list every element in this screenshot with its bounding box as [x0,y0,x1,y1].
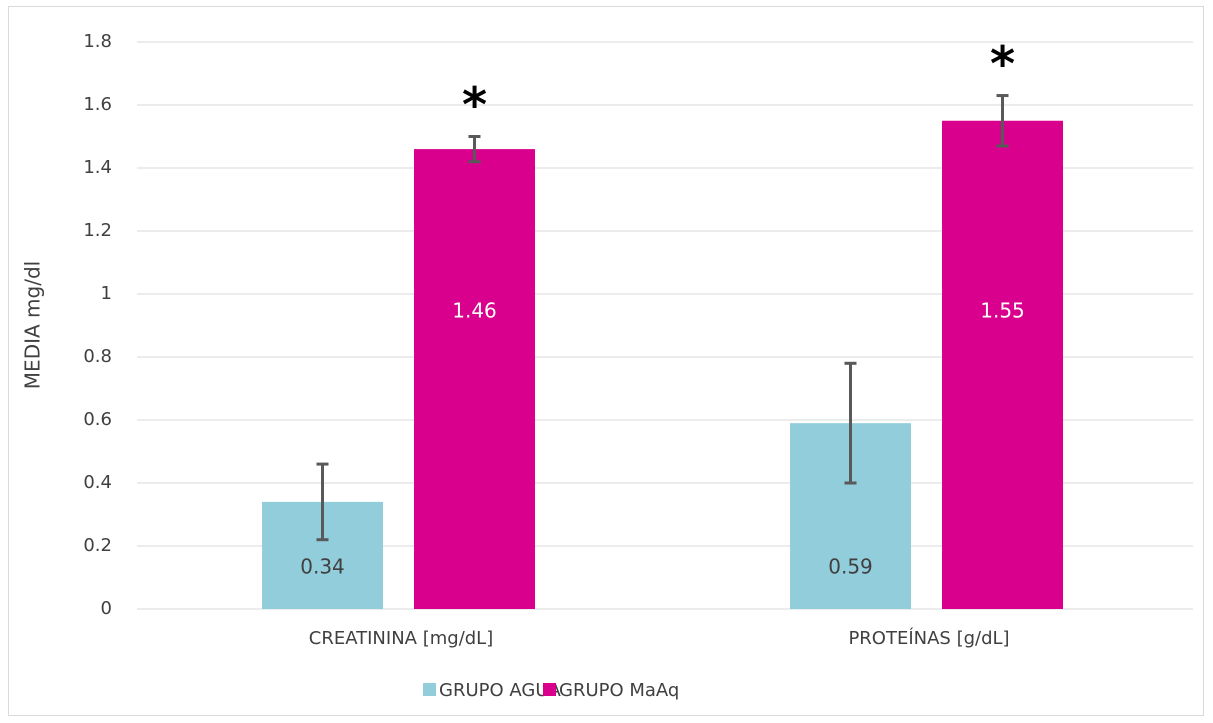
legend-label: GRUPO MaAq [559,680,679,701]
y-tick-label: 1.2 [83,220,112,241]
y-tick-label: 0.2 [83,535,112,556]
error-bar [316,462,329,542]
legend-label: GRUPO AGUA [439,680,561,701]
significance-mark: * [462,78,487,134]
data-label: 1.55 [980,299,1025,323]
error-bar [996,94,1009,148]
error-bar [844,361,857,485]
y-tick-label: 0 [101,598,112,619]
y-axis-label: MEDIA mg/dl [21,261,45,389]
y-tick-label: 1 [101,283,112,304]
y-tick-label: 0.6 [83,409,112,430]
y-tick-label: 1.8 [83,31,112,52]
legend-swatch [423,683,436,696]
data-label: 0.34 [300,555,345,579]
significance-mark: * [990,37,1015,93]
error-bar [468,135,481,164]
y-tick-label: 1.6 [83,94,112,115]
data-label: 1.46 [452,299,497,323]
bar [942,120,1063,609]
data-label: 0.59 [828,555,873,579]
legend-swatch [543,683,556,696]
bar [414,149,535,609]
y-tick-label: 1.4 [83,157,112,178]
x-tick-label: CREATININA [mg/dL] [309,628,493,649]
y-tick-label: 0.8 [83,346,112,367]
y-tick-label: 0.4 [83,472,112,493]
x-tick-label: PROTEÍNAS [g/dL] [848,627,1009,649]
